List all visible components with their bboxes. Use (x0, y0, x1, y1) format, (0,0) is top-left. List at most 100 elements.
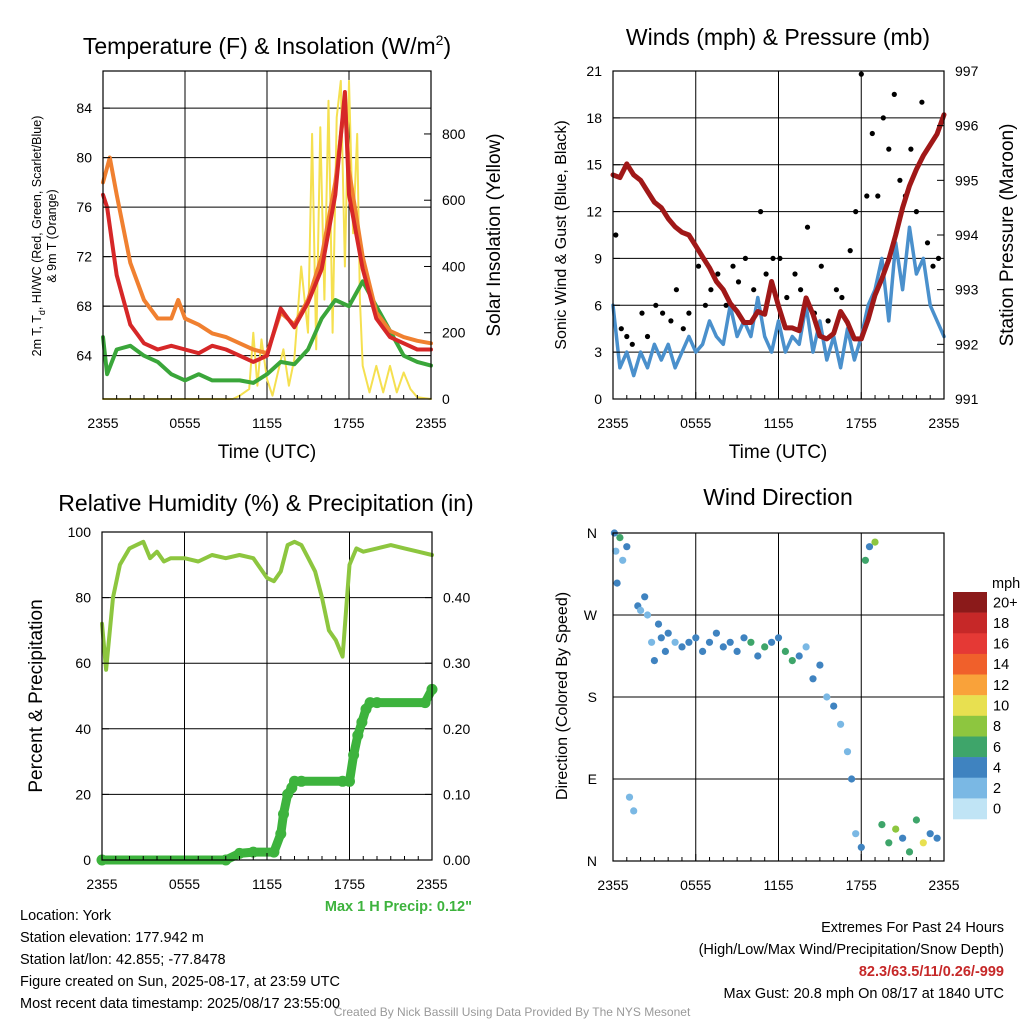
direction-point (899, 834, 907, 842)
y-tick-label-left: 21 (586, 63, 602, 79)
y-tick-label-left: 64 (76, 348, 92, 364)
direction-panel: Wind Direction 2355 0555 1155 1755 2355NESWN… (554, 484, 1020, 893)
sonic-wind-line (611, 225, 946, 378)
y-tick-label-right: 0.00 (443, 852, 470, 868)
winds-panel: Winds (mph) & Pressure (mb) 2355 0555 1155… (553, 24, 1018, 463)
direction-tick-label: E (588, 771, 597, 787)
gust-point (825, 318, 831, 324)
colorbar-swatch (953, 777, 987, 799)
max-precip-annotation: Max 1 H Precip: 0.12" (325, 899, 472, 915)
direction-point (912, 816, 921, 824)
direction-point (768, 638, 776, 646)
gust-point (924, 240, 931, 246)
y-tick-label-left: 84 (76, 100, 92, 116)
gust-point (644, 333, 651, 340)
gust-point (784, 294, 790, 301)
gust-point (818, 263, 824, 269)
direction-tick-label: N (587, 525, 597, 541)
y-tick-label-left: 68 (76, 298, 92, 314)
gust-point (770, 255, 776, 261)
colorbar-label: 2 (993, 781, 1001, 797)
y-tick-label-left: 60 (75, 655, 91, 671)
direction-point (837, 720, 845, 728)
direction-point (692, 634, 700, 642)
direction-point (733, 647, 741, 656)
extremes-info: Extremes For Past 24 Hours (High/Low/Max… (699, 917, 1004, 1005)
pressure-y-axis-label-right: Station Pressure (Maroon) (997, 124, 1018, 347)
precipitation-point (344, 775, 355, 787)
x-tick-label: 2355 (415, 415, 446, 431)
gust-point (680, 326, 686, 332)
gust-point (673, 287, 680, 293)
nine-meter-temp-line (101, 99, 433, 356)
precipitation-point (234, 847, 245, 859)
direction-point (699, 647, 707, 656)
y-tick-label-left: 18 (586, 110, 602, 126)
direction-point (705, 638, 714, 646)
direction-point (685, 638, 693, 646)
direction-point (664, 629, 672, 637)
y-tick-label-right: 800 (442, 126, 466, 142)
direction-point (933, 834, 941, 842)
y-tick-label-left: 0 (594, 391, 602, 407)
two-meter-temp-line (101, 90, 433, 364)
speed-colorbar-title: mph (992, 576, 1020, 592)
colorbar-label: 6 (993, 740, 1001, 756)
gust-point (891, 91, 897, 97)
direction-point (648, 638, 656, 646)
y-tick-label-right: 0 (442, 391, 450, 407)
y-tick-label-left: 12 (586, 204, 602, 220)
direction-point (774, 634, 783, 642)
station-latlon: Station lat/lon: 42.855; -77.8478 (20, 952, 226, 968)
max-gust: Max Gust: 20.8 mph On 08/17 at 1840 UTC (723, 986, 1004, 1002)
colorbar-label: 10 (993, 699, 1009, 715)
direction-point (857, 843, 865, 851)
y-tick-label-right: 992 (955, 336, 979, 352)
colorbar-swatch (953, 592, 987, 613)
colorbar-label: 0 (993, 802, 1001, 818)
direction-point (919, 839, 927, 847)
gust-point (702, 302, 709, 308)
credit-line: Created By Nick Bassill Using Data Provi… (333, 1005, 691, 1019)
x-tick-label: 0555 (680, 877, 711, 893)
gust-point (913, 209, 920, 215)
gust-point (792, 271, 798, 277)
direction-point (816, 661, 824, 669)
precipitation-point (348, 749, 360, 761)
colorbar-swatch (953, 715, 987, 737)
speed-colorbar: 20+ 18 16 14 12 10 8 6 4 2 0 (953, 592, 1018, 820)
gust-point (730, 263, 736, 269)
gust-point (735, 279, 742, 285)
gust-point (853, 209, 859, 215)
station-pressure-line (610, 112, 947, 342)
colorbar-swatch (953, 736, 987, 758)
gust-point (695, 263, 702, 269)
extremes-title: Extremes For Past 24 Hours (821, 920, 1004, 936)
y-tick-label-left: 40 (75, 721, 91, 737)
direction-tick-label: N (587, 853, 597, 869)
colorbar-swatch (953, 757, 987, 778)
x-tick-label: 1755 (846, 877, 877, 893)
y-tick-label-right: 200 (442, 325, 466, 341)
gust-point (897, 177, 903, 183)
precipitation-point (371, 697, 383, 709)
y-tick-label-left: 72 (76, 249, 92, 265)
colorbar-label: 14 (993, 657, 1009, 673)
direction-point (671, 638, 679, 646)
x-tick-label: 1155 (763, 415, 793, 431)
colorbar-swatch (953, 674, 987, 696)
relative-humidity-line (100, 539, 434, 672)
gust-point (875, 193, 881, 199)
gust-point (708, 287, 714, 293)
x-tick-label: 1755 (846, 415, 877, 431)
x-tick-label: 1155 (252, 876, 282, 892)
precipitation-point (295, 775, 307, 787)
direction-point (616, 534, 624, 542)
gust-point (624, 333, 630, 340)
gust-point (618, 326, 624, 332)
colorbar-swatch (953, 695, 987, 717)
direction-point (754, 652, 762, 660)
direction-point (643, 611, 652, 619)
wind-y-axis-label-left: Sonic Wind & Gust (Blue, Black) (553, 120, 570, 349)
